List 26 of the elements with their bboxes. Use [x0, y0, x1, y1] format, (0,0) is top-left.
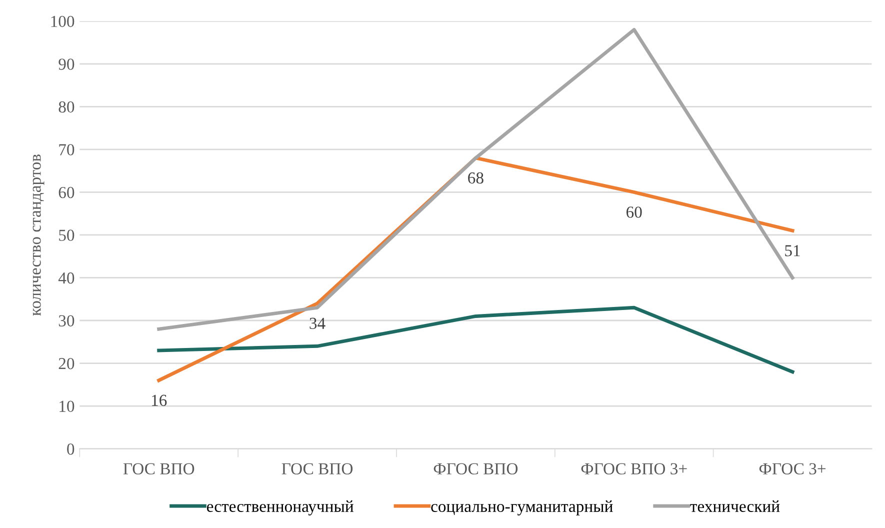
- y-tick-label: 90: [58, 58, 74, 70]
- line-series: [157, 306, 794, 374]
- y-tick-label: 80: [58, 101, 74, 113]
- y-tick-label: 40: [58, 272, 74, 284]
- y-tick-label: 10: [60, 400, 74, 412]
- x-tick-label: ФГОС ВПО: [434, 463, 518, 474]
- y-tick-label: 60: [58, 186, 74, 198]
- data-label: 60: [626, 206, 642, 218]
- y-tick-label: 70: [59, 144, 74, 156]
- x-tick-label: ГОС ВПО: [282, 463, 353, 474]
- y-tick-label: 30: [58, 315, 74, 326]
- x-tick-label: ГОС ВПО: [123, 463, 194, 474]
- legend-label: технический: [690, 500, 780, 512]
- legend-label: социально-гуманитарный: [431, 500, 613, 516]
- data-label: 16: [152, 394, 167, 406]
- data-label: 51: [785, 245, 800, 256]
- data-label: 34: [310, 318, 326, 330]
- y-axis-title: количество стандартов: [32, 154, 44, 316]
- y-tick-label: 100: [51, 16, 74, 28]
- legend-label: естественнонаучный: [206, 500, 354, 516]
- x-tick-label: ФГОС 3+: [759, 463, 826, 474]
- y-tick-label: 20: [58, 358, 74, 370]
- y-tick-label: 50: [59, 230, 74, 241]
- y-tick-label: 0: [67, 444, 74, 455]
- data-label: 68: [468, 172, 484, 184]
- x-tick-label: ФГОС ВПО 3+: [581, 463, 687, 474]
